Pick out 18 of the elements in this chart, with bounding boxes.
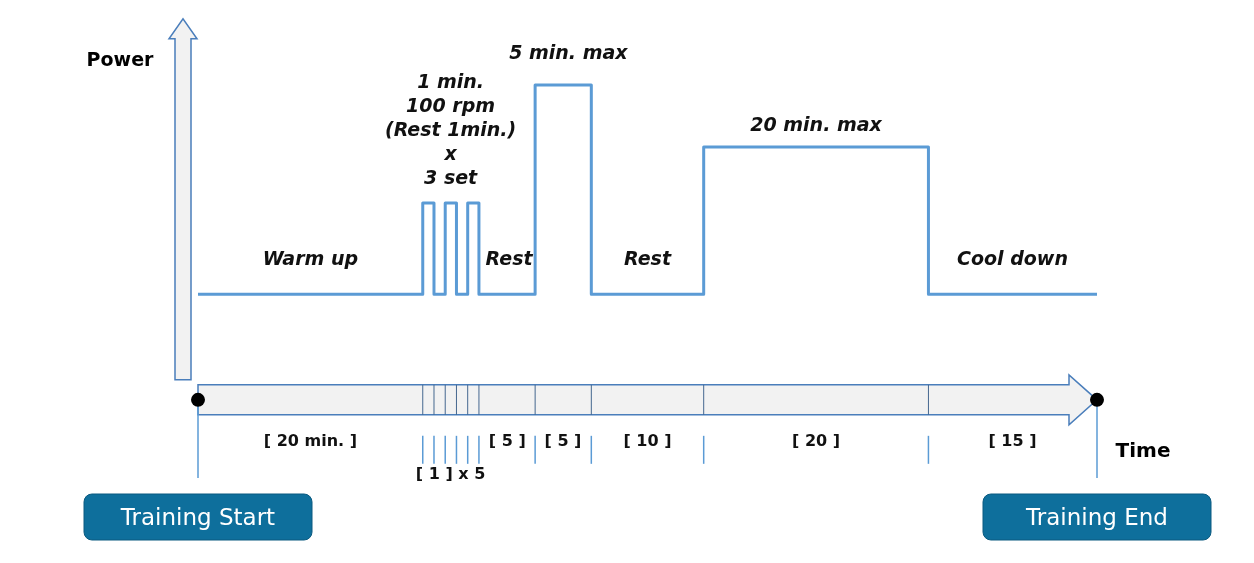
text: [ 1 ] x 5 — [415, 464, 486, 484]
y-axis-title: Power — [86, 48, 155, 70]
annotation: 1 min. 100 rpm (Rest 1min.) x 3 set — [385, 70, 517, 189]
annotation: Rest — [624, 247, 672, 270]
text: [ 10 ] — [623, 430, 672, 450]
text: Training End — [1025, 504, 1168, 530]
text: Training Start — [119, 504, 276, 530]
text: [ 20 ] — [792, 430, 841, 450]
text: 5 min. max — [509, 40, 629, 63]
text: [ 20 min. ] — [263, 430, 357, 450]
text: [ 5 ] — [544, 430, 582, 450]
text: [ 5 ] — [488, 430, 526, 450]
annotation: Warm up — [262, 247, 359, 270]
x-axis-title: Time — [1115, 437, 1171, 462]
annotation: Cool down — [957, 247, 1068, 270]
text: [ 15 ] — [988, 430, 1037, 450]
annotation: 20 min. max — [750, 113, 883, 136]
annotation: Rest — [485, 247, 534, 270]
